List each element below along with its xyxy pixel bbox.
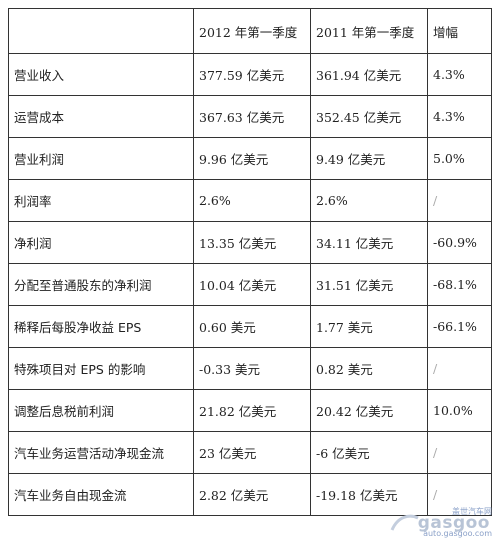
row-growth-cell: /	[427, 431, 492, 474]
gasgoo-swoosh-icon	[390, 514, 419, 531]
row-growth-cell: /	[427, 179, 492, 222]
row-2012-q1-cell: 10.04 亿美元	[193, 263, 311, 306]
row-label-cell: 营业利润	[8, 137, 194, 180]
row-growth-cell: /	[427, 347, 492, 390]
row-growth-cell: 5.0%	[427, 137, 492, 180]
watermark-url: auto.gasgoo.com	[423, 529, 492, 538]
row-2012-q1-cell: 367.63 亿美元	[193, 95, 311, 138]
table-row: 净利润 13.35 亿美元 34.11 亿美元 -60.9%	[8, 221, 492, 264]
row-2011-q1-cell: 9.49 亿美元	[310, 137, 428, 180]
row-2012-q1-cell: 13.35 亿美元	[193, 221, 311, 264]
table-header-row: 2012 年第一季度 2011 年第一季度 增幅	[8, 8, 492, 54]
row-2011-q1-cell: -6 亿美元	[310, 431, 428, 474]
row-2012-q1-cell: 9.96 亿美元	[193, 137, 311, 180]
header-cell-2011-q1: 2011 年第一季度	[310, 8, 428, 54]
table-row: 营业利润 9.96 亿美元 9.49 亿美元 5.0%	[8, 137, 492, 180]
watermark-site-name: 盖世汽车网	[452, 507, 492, 516]
row-label-cell: 分配至普通股东的净利润	[8, 263, 194, 306]
row-label-cell: 汽车业务运营活动净现金流	[8, 431, 194, 474]
row-2011-q1-cell: 2.6%	[310, 179, 428, 222]
watermark-brand: gasgoo	[417, 513, 490, 533]
row-2011-q1-cell: 1.77 美元	[310, 305, 428, 348]
header-cell-empty	[8, 8, 194, 54]
row-2011-q1-cell: 361.94 亿美元	[310, 53, 428, 96]
table-row: 汽车业务运营活动净现金流 23 亿美元 -6 亿美元 /	[8, 431, 492, 474]
row-2012-q1-cell: 2.82 亿美元	[193, 473, 311, 516]
row-2012-q1-cell: 21.82 亿美元	[193, 389, 311, 432]
row-label-cell: 运营成本	[8, 95, 194, 138]
table-row: 分配至普通股东的净利润 10.04 亿美元 31.51 亿美元 -68.1%	[8, 263, 492, 306]
gasgoo-watermark: 盖世汽车网 gasgoo auto.gasgoo.com	[390, 506, 494, 538]
row-2012-q1-cell: 23 亿美元	[193, 431, 311, 474]
header-cell-2012-q1: 2012 年第一季度	[193, 8, 311, 54]
row-2011-q1-cell: 352.45 亿美元	[310, 95, 428, 138]
table-row: 调整后息税前利润 21.82 亿美元 20.42 亿美元 10.0%	[8, 389, 492, 432]
row-label-cell: 特殊项目对 EPS 的影响	[8, 347, 194, 390]
table-row: 特殊项目对 EPS 的影响 -0.33 美元 0.82 美元 /	[8, 347, 492, 390]
row-label-cell: 营业收入	[8, 53, 194, 96]
table-row: 汽车业务自由现金流 2.82 亿美元 -19.18 亿美元 /	[8, 473, 492, 516]
table-row: 稀释后每股净收益 EPS 0.60 美元 1.77 美元 -66.1%	[8, 305, 492, 348]
row-growth-cell: /	[427, 473, 492, 516]
row-2012-q1-cell: -0.33 美元	[193, 347, 311, 390]
row-growth-cell: 10.0%	[427, 389, 492, 432]
row-label-cell: 净利润	[8, 221, 194, 264]
table-row: 利润率 2.6% 2.6% /	[8, 179, 492, 222]
row-growth-cell: -66.1%	[427, 305, 492, 348]
row-label-cell: 汽车业务自由现金流	[8, 473, 194, 516]
row-2011-q1-cell: 31.51 亿美元	[310, 263, 428, 306]
row-growth-cell: 4.3%	[427, 95, 492, 138]
table-row: 运营成本 367.63 亿美元 352.45 亿美元 4.3%	[8, 95, 492, 138]
row-growth-cell: -60.9%	[427, 221, 492, 264]
financial-results-table: 2012 年第一季度 2011 年第一季度 增幅 营业收入 377.59 亿美元 3…	[8, 8, 492, 516]
row-2011-q1-cell: 20.42 亿美元	[310, 389, 428, 432]
row-2011-q1-cell: 0.82 美元	[310, 347, 428, 390]
row-label-cell: 调整后息税前利润	[8, 389, 194, 432]
row-2012-q1-cell: 2.6%	[193, 179, 311, 222]
row-2012-q1-cell: 377.59 亿美元	[193, 53, 311, 96]
row-growth-cell: 4.3%	[427, 53, 492, 96]
row-label-cell: 稀释后每股净收益 EPS	[8, 305, 194, 348]
row-growth-cell: -68.1%	[427, 263, 492, 306]
table-row: 营业收入 377.59 亿美元 361.94 亿美元 4.3%	[8, 53, 492, 96]
row-2012-q1-cell: 0.60 美元	[193, 305, 311, 348]
row-label-cell: 利润率	[8, 179, 194, 222]
header-cell-growth: 增幅	[427, 8, 492, 54]
row-2011-q1-cell: 34.11 亿美元	[310, 221, 428, 264]
